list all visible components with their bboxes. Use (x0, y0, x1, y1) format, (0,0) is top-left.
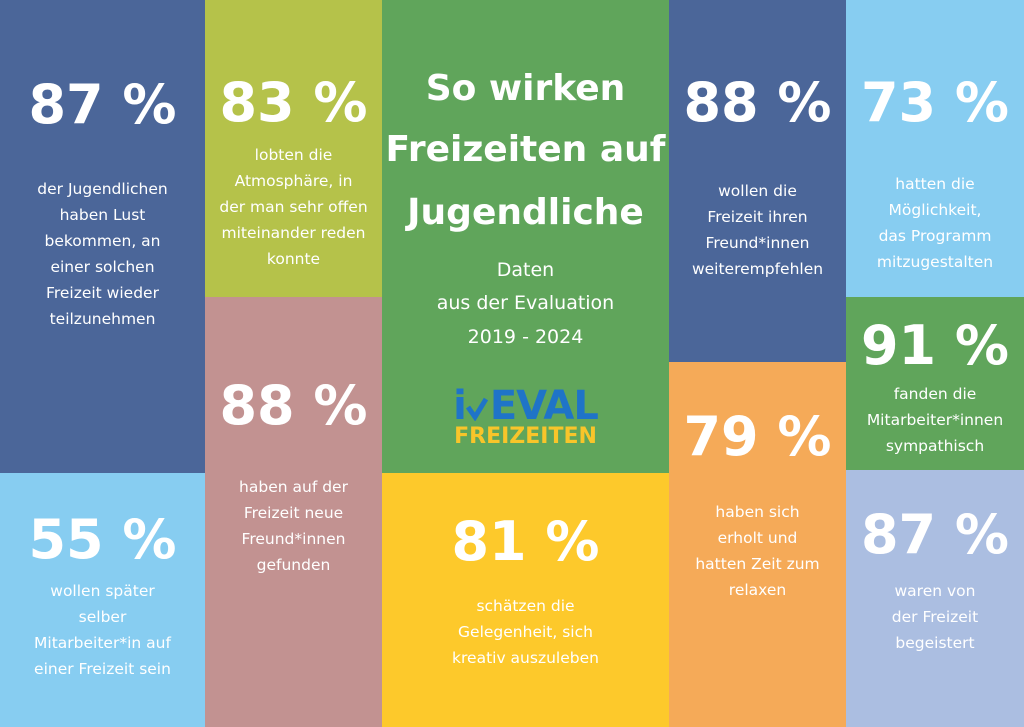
description-line: der man sehr offen (219, 198, 368, 216)
description-line: Atmosphäre, in (234, 172, 353, 190)
stat-tile: 91 % fanden die Mitarbeiter*innen sympathis… (846, 297, 1024, 470)
description-line: das Programm (878, 227, 992, 245)
title-line-2: Freizeiten auf (385, 129, 666, 170)
description-line: selber (78, 608, 127, 626)
description-line: sympathisch (885, 437, 985, 455)
title-line-3: Jugendliche (407, 192, 644, 233)
stat-value: 81 % (451, 510, 600, 573)
description-line: fanden die (893, 385, 977, 403)
description-line: relaxen (728, 581, 787, 599)
stat-description: lobten die Atmosphäre, in der man sehr off… (213, 142, 374, 272)
stat-tile: 87 % waren von der Freizeit begeistert (846, 470, 1024, 727)
description-line: haben sich (715, 503, 800, 521)
stat-tile: 88 % wollen die Freizeit ihren Freund*innen… (669, 0, 846, 362)
stat-description: haben sich erholt und hatten Zeit zum relax… (677, 499, 838, 603)
description-line: Freund*innen (705, 234, 810, 252)
subtitle-line-1: Daten (496, 259, 555, 281)
description-line: wollen später (50, 582, 155, 600)
description-line: der Jugendlichen (37, 180, 168, 198)
description-line: wollen die (718, 182, 797, 200)
description-line: kreativ auszuleben (452, 649, 599, 667)
description-line: miteinander reden (221, 224, 366, 242)
stat-value: 88 % (683, 71, 832, 134)
description-line: erholt und (717, 529, 798, 547)
description-line: Mitarbeiter*innen (866, 411, 1004, 429)
stat-description: fanden die Mitarbeiter*innen sympathisch (854, 381, 1016, 459)
description-line: lobten die (254, 146, 333, 164)
stat-tile: 83 % lobten die Atmosphäre, in der man sehr… (205, 0, 382, 297)
stat-tile: 55 % wollen später selber Mitarbeiter*in au… (0, 473, 205, 727)
stat-tile: 81 % schätzen die Gelegenheit, sich kreativ… (382, 473, 669, 727)
description-line: Freund*innen (241, 530, 346, 548)
stat-description: waren von der Freizeit begeistert (854, 578, 1016, 656)
description-line: weiterempfehlen (691, 260, 824, 278)
subtitle-line-3: 2019 - 2024 (467, 326, 584, 348)
description-line: Freizeit neue (243, 504, 344, 522)
subtitle-line-2: aus der Evaluation (436, 292, 615, 314)
logo-eval: EVAL (489, 383, 599, 429)
description-line: mitzugestalten (876, 253, 994, 271)
stat-value: 91 % (860, 314, 1010, 377)
description-line: Möglichkeit, (888, 201, 982, 219)
stat-value: 87 % (28, 73, 177, 136)
stat-tile: 88 % haben auf der Freizeit neue Freund*inn… (205, 297, 382, 727)
stat-description: der Jugendlichen haben Lust bekommen, an ei… (8, 176, 197, 332)
description-line: gefunden (256, 556, 331, 574)
stat-value: 79 % (683, 405, 832, 468)
description-line: bekommen, an (44, 232, 161, 250)
logo-freizeiten: FREIZEITEN (454, 424, 597, 449)
stat-description: haben auf der Freizeit neue Freund*innen ge… (213, 474, 374, 578)
ieval-logo: i EVAL FREIZEITEN (382, 386, 669, 448)
description-line: Mitarbeiter*in auf (34, 634, 171, 652)
title-line-1: So wirken (425, 68, 626, 109)
description-line: Freizeit ihren (707, 208, 808, 226)
description-line: haben Lust (59, 206, 146, 224)
description-line: hatten die (895, 175, 975, 193)
description-line: waren von (894, 582, 976, 600)
stat-tile: 79 % haben sich erholt und hatten Zeit zum r… (669, 362, 846, 727)
stat-value: 87 % (860, 503, 1010, 566)
description-line: teilzunehmen (49, 310, 156, 328)
checkmark-icon (465, 397, 488, 422)
stat-description: wollen später selber Mitarbeiter*in auf ein… (8, 578, 197, 682)
description-line: hatten Zeit zum (695, 555, 820, 573)
stat-value: 55 % (28, 508, 177, 571)
description-line: einer solchen (50, 258, 155, 276)
stat-value: 88 % (219, 374, 368, 437)
stat-description: wollen die Freizeit ihren Freund*innen weit… (677, 178, 838, 282)
stat-tile: 73 % hatten die Möglichkeit, das Programm mi… (846, 0, 1024, 297)
title-panel: So wirken Freizeiten auf Jugendliche Dat… (382, 0, 669, 473)
description-line: begeistert (895, 634, 975, 652)
description-line: der Freizeit (891, 608, 979, 626)
stat-value: 83 % (219, 71, 368, 134)
description-line: Gelegenheit, sich (458, 623, 593, 641)
stat-tile: 87 % der Jugendlichen haben Lust bekommen, … (0, 0, 205, 473)
description-line: einer Freizeit sein (34, 660, 171, 678)
stat-description: schätzen die Gelegenheit, sich kreativ aus… (390, 593, 661, 671)
description-line: Freizeit wieder (46, 284, 159, 302)
description-line: haben auf der (239, 478, 348, 496)
stat-value: 73 % (860, 71, 1010, 134)
description-line: konnte (266, 250, 321, 268)
stat-description: hatten die Möglichkeit, das Programm mitzug… (854, 171, 1016, 275)
description-line: schätzen die (476, 597, 575, 615)
